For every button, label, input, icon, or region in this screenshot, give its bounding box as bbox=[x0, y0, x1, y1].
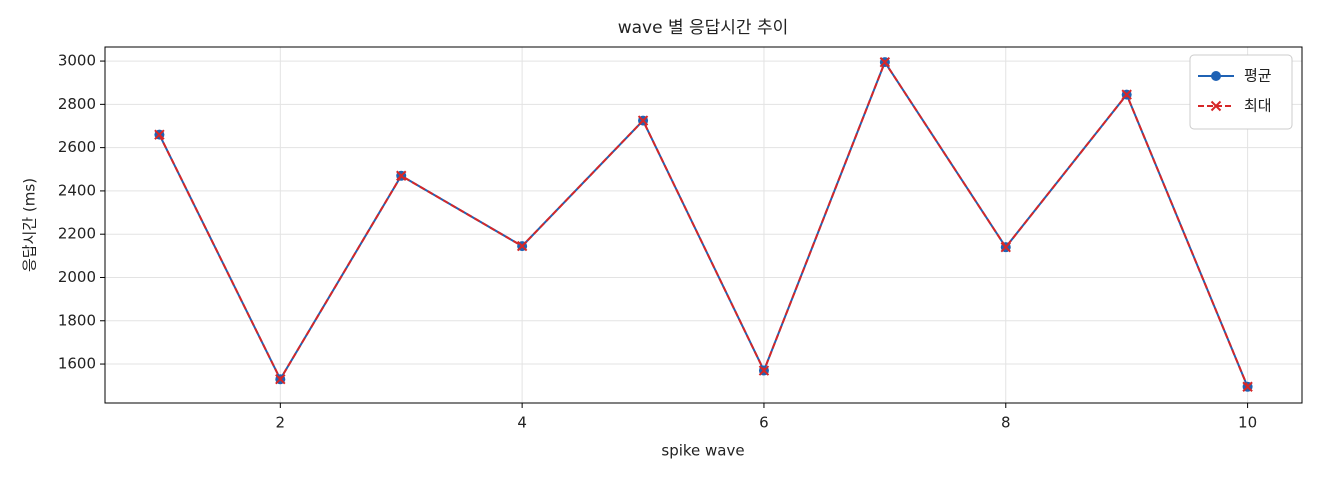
plot-frame bbox=[104, 46, 1303, 404]
data-point bbox=[1000, 241, 1011, 253]
data-point bbox=[879, 56, 891, 68]
x-tick-label: 2 bbox=[276, 414, 286, 432]
data-point bbox=[154, 129, 165, 140]
chart-title: wave 별 응답시간 추이 bbox=[618, 18, 789, 38]
y-tick-label: 2000 bbox=[58, 268, 96, 286]
marker-shape bbox=[275, 373, 286, 385]
y-axis-label: 응답시간 (ms) bbox=[21, 178, 39, 272]
legend-marker bbox=[1211, 71, 1221, 81]
y-tick-label: 3000 bbox=[58, 52, 96, 70]
x-tick-label: 10 bbox=[1238, 414, 1257, 432]
marker-shape bbox=[1121, 89, 1132, 100]
legend-marker bbox=[1210, 100, 1222, 112]
x-tick-label: 8 bbox=[1001, 414, 1011, 432]
series-line bbox=[158, 59, 1249, 388]
x-tick-label: 4 bbox=[517, 414, 527, 432]
data-point bbox=[275, 373, 286, 385]
y-tick-label: 2400 bbox=[58, 181, 96, 199]
legend-box bbox=[1189, 54, 1293, 130]
data-point bbox=[758, 365, 770, 376]
data-point bbox=[1242, 381, 1253, 392]
marker-shape bbox=[1242, 381, 1253, 392]
y-tick-label: 2200 bbox=[58, 225, 96, 243]
data-point bbox=[396, 170, 407, 181]
series-line bbox=[158, 59, 1249, 388]
data-point bbox=[1121, 89, 1132, 100]
marker-shape bbox=[516, 240, 528, 252]
marker-shape bbox=[1210, 100, 1222, 112]
marker-shape bbox=[396, 170, 407, 181]
y-tick-label: 2800 bbox=[58, 95, 96, 113]
marker-shape bbox=[154, 129, 165, 140]
y-tick-label: 1800 bbox=[58, 311, 96, 329]
legend-label: 평균 bbox=[1244, 67, 1272, 85]
data-point bbox=[516, 240, 528, 252]
y-tick-label: 2600 bbox=[58, 138, 96, 156]
marker-shape bbox=[879, 56, 891, 68]
data-point bbox=[637, 115, 649, 126]
x-tick-label: 6 bbox=[759, 414, 769, 432]
marker-shape bbox=[637, 115, 649, 126]
marker-shape bbox=[758, 365, 770, 376]
legend-label: 최대 bbox=[1244, 97, 1272, 115]
marker-shape bbox=[1000, 241, 1011, 253]
y-tick-label: 1600 bbox=[58, 355, 96, 373]
x-axis-label: spike wave bbox=[661, 442, 744, 460]
